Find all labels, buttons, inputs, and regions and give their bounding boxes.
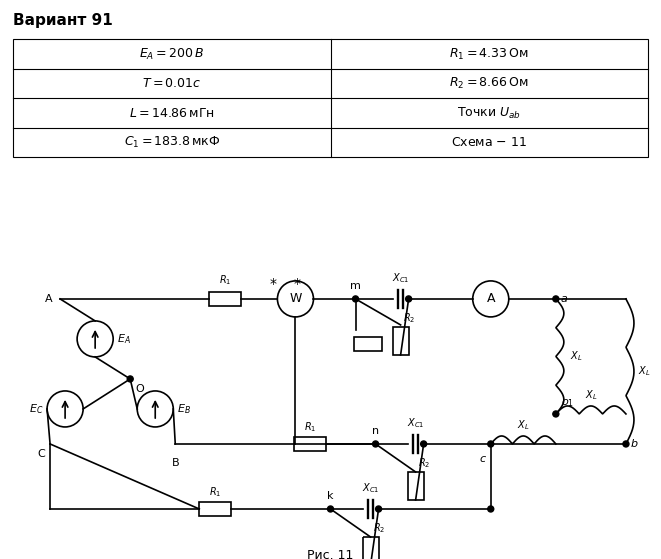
Bar <box>200 502 231 516</box>
Circle shape <box>553 411 559 417</box>
Text: A: A <box>486 292 495 305</box>
Circle shape <box>327 506 334 512</box>
Text: $C_1 = 183.8\,\mathrm{мкФ}$: $C_1 = 183.8\,\mathrm{мкФ}$ <box>124 135 220 150</box>
Text: Схема $-$ 11: Схема $-$ 11 <box>451 136 527 149</box>
Text: $R_2$: $R_2$ <box>418 456 430 470</box>
Text: *: * <box>294 277 301 291</box>
Circle shape <box>420 441 426 447</box>
Text: *: * <box>270 277 277 291</box>
Text: Точки $U_{ab}$: Точки $U_{ab}$ <box>457 106 521 121</box>
Text: C: C <box>37 449 45 459</box>
Bar <box>354 337 381 351</box>
Circle shape <box>623 441 629 447</box>
Circle shape <box>488 441 494 447</box>
Text: $X_L$: $X_L$ <box>585 388 597 402</box>
Text: O: O <box>136 384 144 394</box>
Bar <box>210 292 241 306</box>
Circle shape <box>352 296 358 302</box>
Text: A: A <box>44 294 52 304</box>
Text: c: c <box>480 454 486 464</box>
Text: $o_1$: $o_1$ <box>561 397 574 409</box>
Text: n: n <box>372 426 379 436</box>
Circle shape <box>406 296 412 302</box>
Text: m: m <box>350 281 361 291</box>
Text: $X_L$: $X_L$ <box>638 364 650 378</box>
Text: $T = 0.01c$: $T = 0.01c$ <box>142 77 202 90</box>
Text: $X_{C1}$: $X_{C1}$ <box>362 481 379 495</box>
Text: $X_L$: $X_L$ <box>517 418 529 432</box>
Text: W: W <box>290 292 301 305</box>
Bar <box>362 537 379 559</box>
Text: b: b <box>631 439 638 449</box>
Bar <box>408 472 424 500</box>
Text: B: B <box>171 458 179 468</box>
Text: $X_{C1}$: $X_{C1}$ <box>407 416 424 430</box>
Circle shape <box>488 506 494 512</box>
Circle shape <box>373 441 379 447</box>
Bar <box>393 327 408 355</box>
Text: $R_1$: $R_1$ <box>219 273 231 287</box>
Text: $R_2$: $R_2$ <box>373 521 385 535</box>
Text: $R_1$: $R_1$ <box>209 485 221 499</box>
Circle shape <box>553 296 559 302</box>
Text: $E_A = 200\,B$: $E_A = 200\,B$ <box>139 46 204 61</box>
Text: k: k <box>327 491 334 501</box>
Text: $R_2$: $R_2$ <box>403 311 415 325</box>
Text: $X_{C1}$: $X_{C1}$ <box>392 271 409 285</box>
Text: $E_A$: $E_A$ <box>117 332 131 346</box>
Text: $R_2 = 8.66\,\mathrm{Ом}$: $R_2 = 8.66\,\mathrm{Ом}$ <box>449 76 529 91</box>
Text: $R_1 = 4.33\,\mathrm{Ом}$: $R_1 = 4.33\,\mathrm{Ом}$ <box>449 46 529 61</box>
Text: Рис. 11: Рис. 11 <box>307 549 354 559</box>
Text: $X_L$: $X_L$ <box>570 349 582 363</box>
Text: $R_1$: $R_1$ <box>304 420 317 434</box>
Bar <box>294 437 327 451</box>
Circle shape <box>375 506 381 512</box>
Text: a: a <box>561 294 568 304</box>
Text: $E_B$: $E_B$ <box>177 402 191 416</box>
Text: Вариант 91: Вариант 91 <box>13 12 113 27</box>
Text: $E_C$: $E_C$ <box>28 402 43 416</box>
Text: $L = 14.86\,\mathrm{мГн}$: $L = 14.86\,\mathrm{мГн}$ <box>129 107 215 120</box>
Circle shape <box>127 376 134 382</box>
